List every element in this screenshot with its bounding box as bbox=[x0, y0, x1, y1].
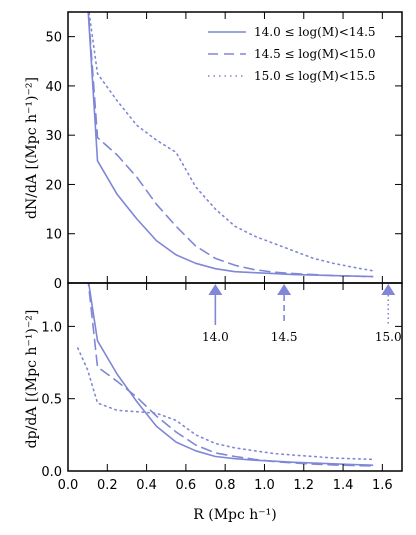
top-y-tick-label: 20 bbox=[45, 178, 62, 193]
x-tick-label: 1.6 bbox=[372, 478, 393, 493]
bottom-series-solid-line bbox=[88, 276, 373, 465]
legend: 14.0 ≤ log(M)<14.5 14.5 ≤ log(M)<15.0 15.0… bbox=[208, 25, 376, 83]
marker-arrow-15-0 bbox=[381, 284, 395, 295]
bottom-y-axis-label-text: dp/dA [(Mpc h⁻¹)⁻²] bbox=[24, 310, 40, 449]
marker-arrow-14-5 bbox=[277, 284, 291, 295]
x-axis-label-text: R (Mpc h⁻¹) bbox=[193, 507, 277, 523]
bottom-series-dashed-line bbox=[88, 276, 373, 466]
top-y-tick-label-zero: 0 bbox=[54, 277, 62, 292]
bottom-y-axis-label: dp/dA [(Mpc h⁻¹)⁻²] bbox=[24, 310, 40, 449]
x-axis-label: R (Mpc h⁻¹) bbox=[193, 507, 277, 523]
legend-entry-label: 14.5 ≤ log(M)<15.0 bbox=[254, 47, 376, 61]
top-y-tick-label: 50 bbox=[45, 31, 62, 46]
top-series-group bbox=[88, 2, 373, 277]
marker-label-14-5: 14.5 bbox=[271, 330, 298, 344]
top-series-dashed-line bbox=[88, 2, 373, 277]
x-tick-label: 0.8 bbox=[215, 478, 236, 493]
marker-arrow-14-0 bbox=[208, 284, 222, 295]
marker-label-15-0: 15.0 bbox=[375, 330, 402, 344]
legend-entry-label: 15.0 ≤ log(M)<15.5 bbox=[254, 69, 376, 83]
x-tick-label: 1.4 bbox=[333, 478, 354, 493]
top-y-axis-label-text: dN/dA [(Mpc h⁻¹)⁻²] bbox=[24, 77, 40, 219]
top-series-dotted-line bbox=[88, 2, 373, 271]
mass-markers: 14.0 14.5 15.0 bbox=[202, 284, 402, 344]
x-tick-label: 1.2 bbox=[293, 478, 314, 493]
top-y-tick-label: 40 bbox=[45, 80, 62, 95]
legend-entry-label: 14.0 ≤ log(M)<14.5 bbox=[254, 25, 376, 39]
top-y-tick-label: 30 bbox=[45, 129, 62, 144]
bottom-series-dotted-line bbox=[78, 348, 373, 459]
bottom-y-tick-label: 1.0 bbox=[41, 320, 62, 335]
bottom-series-group bbox=[78, 276, 373, 466]
x-tick-label: 0.2 bbox=[97, 478, 118, 493]
top-series-solid-line bbox=[88, 2, 373, 277]
x-tick-label: 0.4 bbox=[136, 478, 157, 493]
top-y-axis-label: dN/dA [(Mpc h⁻¹)⁻²] bbox=[24, 77, 40, 219]
bottom-y-tick-label: 0.5 bbox=[41, 393, 62, 408]
top-y-tick-label: 10 bbox=[45, 228, 62, 243]
x-tick-label: 1.0 bbox=[254, 478, 275, 493]
x-tick-label: 0.0 bbox=[58, 478, 79, 493]
bottom-panel-frame bbox=[68, 283, 402, 471]
x-tick-label: 0.6 bbox=[176, 478, 197, 493]
marker-label-14-0: 14.0 bbox=[202, 330, 229, 344]
